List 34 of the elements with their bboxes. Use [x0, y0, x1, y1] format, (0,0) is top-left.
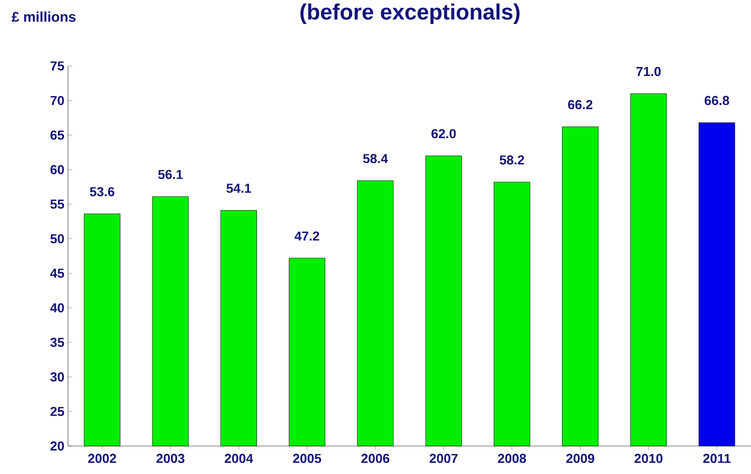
- y-axis-title: £ millions: [12, 12, 76, 22]
- y-tick-label: 35: [50, 338, 64, 347]
- x-tick-label: 2011: [703, 454, 731, 464]
- x-tick-label: 2004: [224, 454, 254, 464]
- y-tick-label: 60: [50, 165, 64, 174]
- data-label: 56.1: [158, 170, 183, 180]
- data-label: 71.0: [636, 66, 661, 76]
- y-tick-label: 55: [50, 200, 64, 209]
- y-tick-label: 75: [50, 61, 64, 71]
- chart-title: (before exceptionals): [300, 4, 520, 24]
- x-tick-label: 2007: [430, 454, 458, 464]
- y-tick-label: 30: [50, 372, 64, 382]
- x-tick-label: 2005: [293, 454, 322, 464]
- y-tick-label: 70: [50, 96, 64, 106]
- data-label: 66.2: [568, 100, 592, 110]
- x-tick-label: 2010: [634, 454, 662, 464]
- x-tick-label: 2003: [156, 454, 184, 464]
- data-label: 54.1: [226, 184, 252, 193]
- x-tick-label: 2009: [566, 454, 594, 464]
- x-tick-label: 2006: [361, 454, 390, 464]
- data-label: 58.2: [500, 155, 524, 165]
- y-tick-label: 20: [50, 441, 64, 451]
- y-tick-label: 40: [50, 303, 64, 312]
- data-label: 66.8: [704, 96, 730, 106]
- y-tick-label: 50: [50, 234, 64, 244]
- data-label: 58.4: [363, 154, 388, 164]
- y-tick-label: 45: [50, 268, 64, 278]
- x-tick-label: 2008: [498, 454, 526, 464]
- x-tick-label: 2002: [88, 454, 116, 464]
- data-label: 62.0: [431, 129, 456, 138]
- data-label: 53.6: [90, 187, 114, 196]
- y-tick-label: 25: [50, 406, 64, 416]
- y-tick-label: 65: [50, 130, 64, 140]
- data-label: 47.2: [294, 231, 320, 241]
